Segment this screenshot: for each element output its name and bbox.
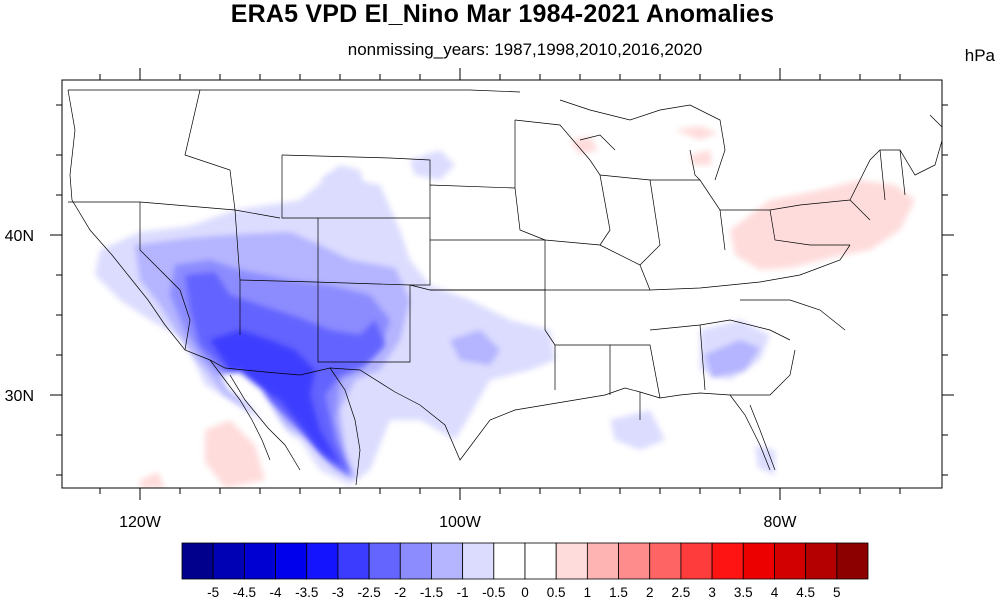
colorbar-swatch (368, 542, 401, 580)
map-subtitle: nonmissing_years: 1987,1998,2010,2016,20… (347, 40, 703, 59)
anomaly-region-light-red (690, 150, 712, 165)
colorbar-swatch (275, 542, 308, 580)
anomaly-region-deep-blue (210, 330, 340, 465)
colorbar-label: -3.5 (295, 585, 318, 600)
colorbar-label: 2 (646, 585, 654, 600)
colorbar-label: -3 (332, 585, 344, 600)
anomaly-region-light-red (730, 180, 915, 270)
colorbar-label: 2.5 (672, 585, 691, 600)
anomaly-region-neutral (220, 372, 290, 450)
units-label: hPa (964, 46, 995, 65)
lon-tick-label: 100W (439, 514, 482, 531)
colorbar-swatch (711, 542, 744, 580)
colorbar-swatch (181, 542, 214, 580)
anomaly-region-light-blue (410, 150, 455, 180)
colorbar-label: -1.5 (420, 585, 443, 600)
colorbar-swatch (212, 542, 245, 580)
colorbar-swatch (493, 542, 526, 580)
colorbar-swatch (742, 542, 775, 580)
colorbar-swatch (555, 542, 588, 580)
colorbar-label: -4 (270, 585, 282, 600)
colorbar-label: 1.5 (609, 585, 628, 600)
colorbar-swatch (649, 542, 682, 580)
colorbar-swatch (774, 542, 807, 580)
colorbar-label: -2 (394, 585, 406, 600)
colorbar-swatch (836, 542, 869, 580)
colorbar-swatch (431, 542, 464, 580)
anomaly-region-light-red (570, 136, 598, 155)
anomaly-region-mid-blue (450, 330, 500, 365)
anomaly-region-mid-blue (705, 340, 760, 378)
anomaly-region-light-red (675, 126, 718, 140)
colorbar-label: 4.5 (796, 585, 815, 600)
colorbar-label: 3.5 (734, 585, 753, 600)
anomaly-region-light-blue (755, 445, 775, 475)
colorbar-label: 0.5 (547, 585, 566, 600)
anomaly-region-light-blue (610, 410, 665, 450)
colorbar-label: -5 (207, 585, 219, 600)
colorbar-label: -1 (457, 585, 469, 600)
colorbar-swatch (524, 542, 557, 580)
colorbar: -5 -4.5 -4 -3.5 -3 -2.5 -2 -1.5 -1 -0.5 0 0.5 1 1.5 2 2… (181, 542, 869, 600)
anomaly-region-light-blue (320, 165, 365, 195)
colorbar-swatch (399, 542, 432, 580)
colorbar-swatch (243, 542, 276, 580)
state-boundaries (67, 89, 942, 486)
lat-tick-label: 40N (5, 228, 34, 245)
colorbar-swatch (618, 542, 651, 580)
colorbar-swatch (306, 542, 339, 580)
colorbar-swatch (805, 542, 838, 580)
colorbar-label: -0.5 (482, 585, 505, 600)
map-frame (61, 79, 943, 489)
colorbar-swatch (462, 542, 495, 580)
colorbar-swatch (680, 542, 713, 580)
anomaly-field (67, 89, 942, 488)
lon-tick-label: 80W (764, 514, 798, 531)
colorbar-label: -4.5 (233, 585, 256, 600)
anomaly-region-light-red (205, 420, 265, 488)
colorbar-label: 4 (771, 585, 779, 600)
lon-tick-label: 120W (119, 514, 162, 531)
colorbar-label: 0 (521, 585, 529, 600)
axis-ticks (50, 68, 954, 500)
colorbar-label: 3 (708, 585, 716, 600)
colorbar-label: 5 (833, 585, 841, 600)
colorbar-label: -2.5 (357, 585, 380, 600)
anomaly-region-light-red (140, 472, 165, 488)
colorbar-swatch (586, 542, 619, 580)
lat-tick-label: 30N (5, 388, 34, 405)
colorbar-swatch (337, 542, 370, 580)
map-title: ERA5 VPD El_Nino Mar 1984-2021 Anomalies (230, 0, 775, 28)
colorbar-label: 1 (584, 585, 592, 600)
